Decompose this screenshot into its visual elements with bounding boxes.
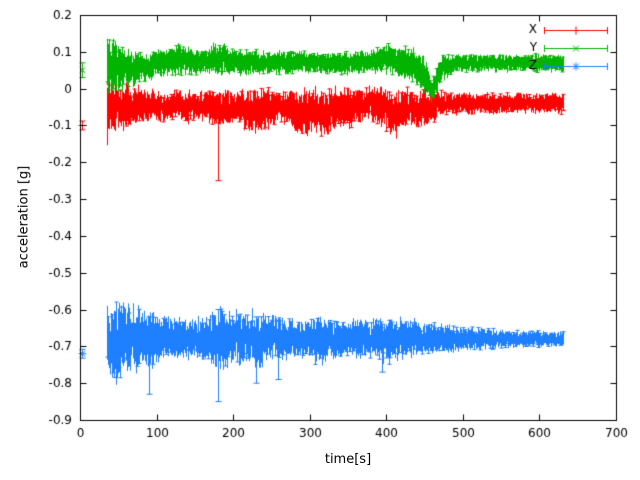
x-axis-label: time[s]: [324, 452, 372, 467]
y-axis-label: acceleration [g]: [16, 165, 32, 269]
